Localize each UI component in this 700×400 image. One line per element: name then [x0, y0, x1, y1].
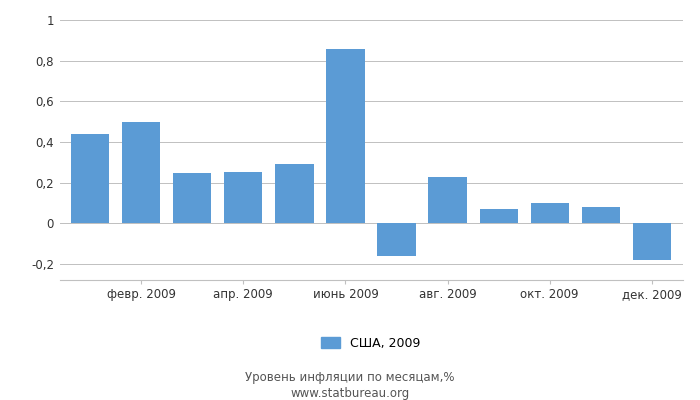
- Bar: [582, 207, 620, 223]
- Bar: [428, 178, 467, 223]
- Text: Уровень инфляции по месяцам,%: Уровень инфляции по месяцам,%: [245, 372, 455, 384]
- Bar: [173, 174, 211, 223]
- Legend: США, 2009: США, 2009: [316, 332, 426, 355]
- Bar: [326, 48, 365, 223]
- Bar: [531, 203, 569, 223]
- Bar: [71, 134, 109, 223]
- Bar: [275, 164, 314, 223]
- Bar: [480, 209, 518, 223]
- Bar: [122, 122, 160, 223]
- Bar: [224, 172, 262, 223]
- Text: www.statbureau.org: www.statbureau.org: [290, 388, 410, 400]
- Bar: [377, 223, 416, 256]
- Bar: [633, 223, 671, 260]
